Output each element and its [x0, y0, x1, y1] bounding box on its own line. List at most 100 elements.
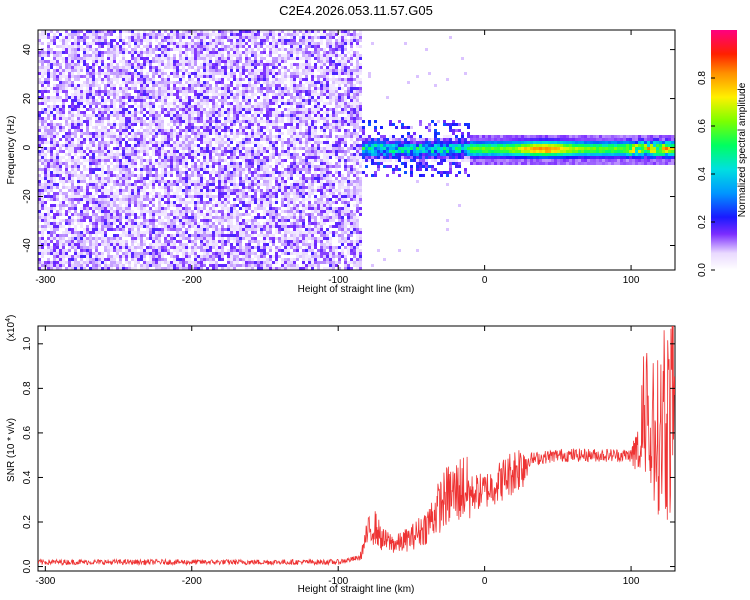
- heatmap-cell: [89, 54, 92, 57]
- heatmap-cell: [206, 126, 209, 129]
- heatmap-cell: [203, 216, 206, 219]
- heatmap-cell: [248, 249, 251, 252]
- heatmap-cell: [212, 159, 215, 162]
- heatmap-cell: [257, 186, 260, 189]
- heatmap-cell: [101, 198, 104, 201]
- heatmap-cell: [128, 261, 131, 264]
- heatmap-cell: [200, 255, 203, 258]
- heatmap-cell: [197, 144, 200, 147]
- heatmap-cell: [221, 69, 224, 72]
- heatmap-cell: [191, 117, 194, 120]
- heatmap-cell: [152, 195, 155, 198]
- heatmap-cell: [242, 126, 245, 129]
- heatmap-cell: [110, 99, 113, 102]
- heatmap-cell: [251, 159, 254, 162]
- heatmap-cell: [77, 183, 80, 186]
- heatmap-cell: [146, 222, 149, 225]
- heatmap-cell: [110, 219, 113, 222]
- heatmap-cell: [119, 222, 122, 225]
- heatmap-cell: [83, 210, 86, 213]
- heatmap-cell: [149, 180, 152, 183]
- heatmap-cell: [179, 156, 182, 159]
- heatmap-cell: [134, 84, 137, 87]
- heatmap-cell: [128, 204, 131, 207]
- heatmap-cell: [227, 48, 230, 51]
- heatmap-cell: [122, 123, 125, 126]
- heatmap-cell: [125, 168, 128, 171]
- heatmap-cell: [74, 39, 77, 42]
- heatmap-cell: [71, 198, 74, 201]
- heatmap-cell: [224, 120, 227, 123]
- heatmap-cell: [248, 123, 251, 126]
- heatmap-cell: [221, 156, 224, 159]
- heatmap-cell: [77, 174, 80, 177]
- heatmap-cell: [62, 231, 65, 234]
- heatmap-cell: [104, 249, 107, 252]
- heatmap-cell: [164, 141, 167, 144]
- heatmap-cell: [254, 219, 257, 222]
- heatmap-cell: [110, 90, 113, 93]
- heatmap-cell: [152, 180, 155, 183]
- heatmap-cell: [152, 168, 155, 171]
- heatmap-cell: [188, 183, 191, 186]
- heatmap-cell: [134, 261, 137, 264]
- heatmap-cell: [155, 162, 158, 165]
- heatmap-cell: [131, 255, 134, 258]
- heatmap-cell: [167, 150, 170, 153]
- heatmap-cell: [146, 219, 149, 222]
- heatmap-cell: [176, 165, 179, 168]
- heatmap-cell: [80, 264, 83, 267]
- heatmap-cell: [173, 141, 176, 144]
- heatmap-cell: [176, 249, 179, 252]
- heatmap-cell: [179, 69, 182, 72]
- heatmap-cell: [266, 93, 269, 96]
- heatmap-cell: [257, 174, 260, 177]
- heatmap-cell: [137, 39, 140, 42]
- heatmap-cell: [50, 237, 53, 240]
- heatmap-cell: [53, 90, 56, 93]
- heatmap-cell: [110, 267, 113, 270]
- heatmap-cell: [185, 144, 188, 147]
- heatmap-cell: [44, 189, 47, 192]
- heatmap-cell: [77, 93, 80, 96]
- heatmap-cell: [257, 204, 260, 207]
- heatmap-cell: [182, 210, 185, 213]
- heatmap-cell: [80, 99, 83, 102]
- heatmap-cell: [227, 216, 230, 219]
- heatmap-cell: [227, 117, 230, 120]
- heatmap-cell: [128, 162, 131, 165]
- heatmap-cell: [215, 72, 218, 75]
- heatmap-cell: [179, 198, 182, 201]
- heatmap-cell: [137, 96, 140, 99]
- heatmap-cell: [86, 210, 89, 213]
- heatmap-cell: [113, 222, 116, 225]
- heatmap-cell: [65, 90, 68, 93]
- heatmap-cell: [164, 252, 167, 255]
- heatmap-cell: [137, 60, 140, 63]
- heatmap-cell: [215, 57, 218, 60]
- heatmap-cell: [134, 114, 137, 117]
- heatmap-cell: [212, 180, 215, 183]
- heatmap-cell: [179, 222, 182, 225]
- heatmap-cell: [173, 81, 176, 84]
- heatmap-cell: [200, 57, 203, 60]
- heatmap-cell: [173, 249, 176, 252]
- heatmap-cell: [110, 129, 113, 132]
- heatmap-cell: [80, 162, 83, 165]
- heatmap-cell: [227, 231, 230, 234]
- heatmap-cell: [191, 123, 194, 126]
- heatmap-cell: [149, 165, 152, 168]
- heatmap-cell: [140, 111, 143, 114]
- heatmap-cell: [56, 216, 59, 219]
- heatmap-cell: [191, 81, 194, 84]
- heatmap-cell: [191, 132, 194, 135]
- heatmap-cell: [245, 210, 248, 213]
- heatmap-cell: [80, 111, 83, 114]
- heatmap-cell: [131, 225, 134, 228]
- heatmap-cell: [227, 84, 230, 87]
- heatmap-cell: [218, 222, 221, 225]
- heatmap-cell: [143, 243, 146, 246]
- heatmap-cell: [248, 252, 251, 255]
- heatmap-cell: [89, 171, 92, 174]
- heatmap-cell: [149, 147, 152, 150]
